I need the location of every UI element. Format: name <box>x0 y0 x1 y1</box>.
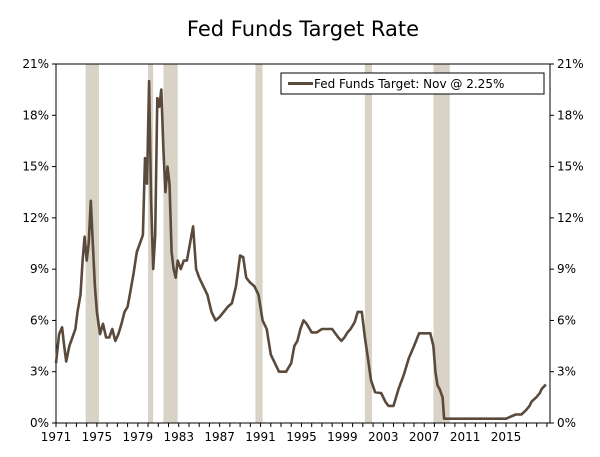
right-y-tick-label-5: 15% <box>557 160 584 174</box>
recession-band-3 <box>255 64 263 423</box>
recession-band-1 <box>148 64 154 423</box>
x-tick-label-7: 1999 <box>327 430 358 444</box>
left-y-tick-label-1: 3% <box>30 365 49 379</box>
plot-frame <box>55 63 551 424</box>
right-y-tick-label-1: 3% <box>557 365 576 379</box>
left-y-tick-label-0: 0% <box>30 416 49 430</box>
x-tick-label-10: 2011 <box>450 430 481 444</box>
right-y-tick-label-0: 0% <box>557 416 576 430</box>
series-layer <box>54 79 547 421</box>
left-y-tick-label-6: 18% <box>22 108 49 122</box>
series-line-0 <box>54 79 547 421</box>
x-axis: 1971 1975 1979 1983 1987 1991 1995 1999 2003 2007… <box>41 423 548 444</box>
x-tick-label-9: 2007 <box>409 430 440 444</box>
x-tick-label-8: 2003 <box>368 430 399 444</box>
recession-band-5 <box>433 64 450 423</box>
right-y-tick-label-6: 18% <box>557 108 584 122</box>
left-y-tick-label-7: 21% <box>22 57 49 71</box>
right-y-tick-label-7: 21% <box>557 57 584 71</box>
right-y-tick-label-2: 6% <box>557 313 576 327</box>
right-y-axis: 0% 3% 6% 9% 12% 15% 18% 21% <box>550 57 584 430</box>
legend-box <box>280 72 545 95</box>
chart-title: Fed Funds Target Rate <box>187 17 419 41</box>
legend-label: Fed Funds Target: Nov @ 2.25% <box>314 77 504 91</box>
legend: Fed Funds Target: Nov @ 2.25% <box>280 72 545 95</box>
x-tick-label-0: 1971 <box>41 430 72 444</box>
left-y-tick-label-4: 12% <box>22 211 49 225</box>
x-tick-label-1: 1975 <box>82 430 113 444</box>
left-y-tick-label-5: 15% <box>22 160 49 174</box>
x-tick-label-2: 1979 <box>123 430 154 444</box>
x-tick-label-11: 2015 <box>491 430 522 444</box>
right-y-tick-label-4: 12% <box>557 211 584 225</box>
x-tick-label-5: 1991 <box>245 430 276 444</box>
left-y-tick-label-2: 6% <box>30 313 49 327</box>
x-tick-label-4: 1987 <box>204 430 235 444</box>
x-tick-label-3: 1983 <box>163 430 194 444</box>
recession-band-4 <box>364 64 373 423</box>
right-y-tick-label-3: 9% <box>557 262 576 276</box>
x-tick-label-6: 1995 <box>286 430 317 444</box>
left-y-tick-label-3: 9% <box>30 262 49 276</box>
left-y-axis: 0% 3% 6% 9% 12% 15% 18% 21% <box>22 57 56 430</box>
